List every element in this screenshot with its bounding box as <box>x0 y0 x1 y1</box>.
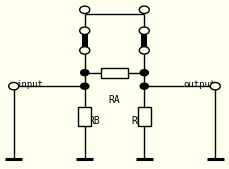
Text: input: input <box>16 80 43 89</box>
Circle shape <box>81 70 89 76</box>
Text: output: output <box>183 80 215 89</box>
Circle shape <box>80 27 90 34</box>
Bar <box>101 68 128 78</box>
Bar <box>78 107 91 126</box>
Circle shape <box>80 47 90 54</box>
Bar <box>141 33 147 48</box>
Circle shape <box>139 47 149 54</box>
Text: RB: RB <box>88 116 100 126</box>
Bar <box>138 107 151 126</box>
Circle shape <box>140 83 148 89</box>
Text: RB: RB <box>132 116 143 126</box>
Circle shape <box>139 6 149 14</box>
Circle shape <box>139 27 149 34</box>
Circle shape <box>9 82 19 90</box>
Text: RA: RA <box>109 95 120 105</box>
Bar <box>82 33 88 48</box>
Circle shape <box>140 70 148 76</box>
Circle shape <box>80 6 90 14</box>
Circle shape <box>81 83 89 89</box>
Circle shape <box>210 82 220 90</box>
